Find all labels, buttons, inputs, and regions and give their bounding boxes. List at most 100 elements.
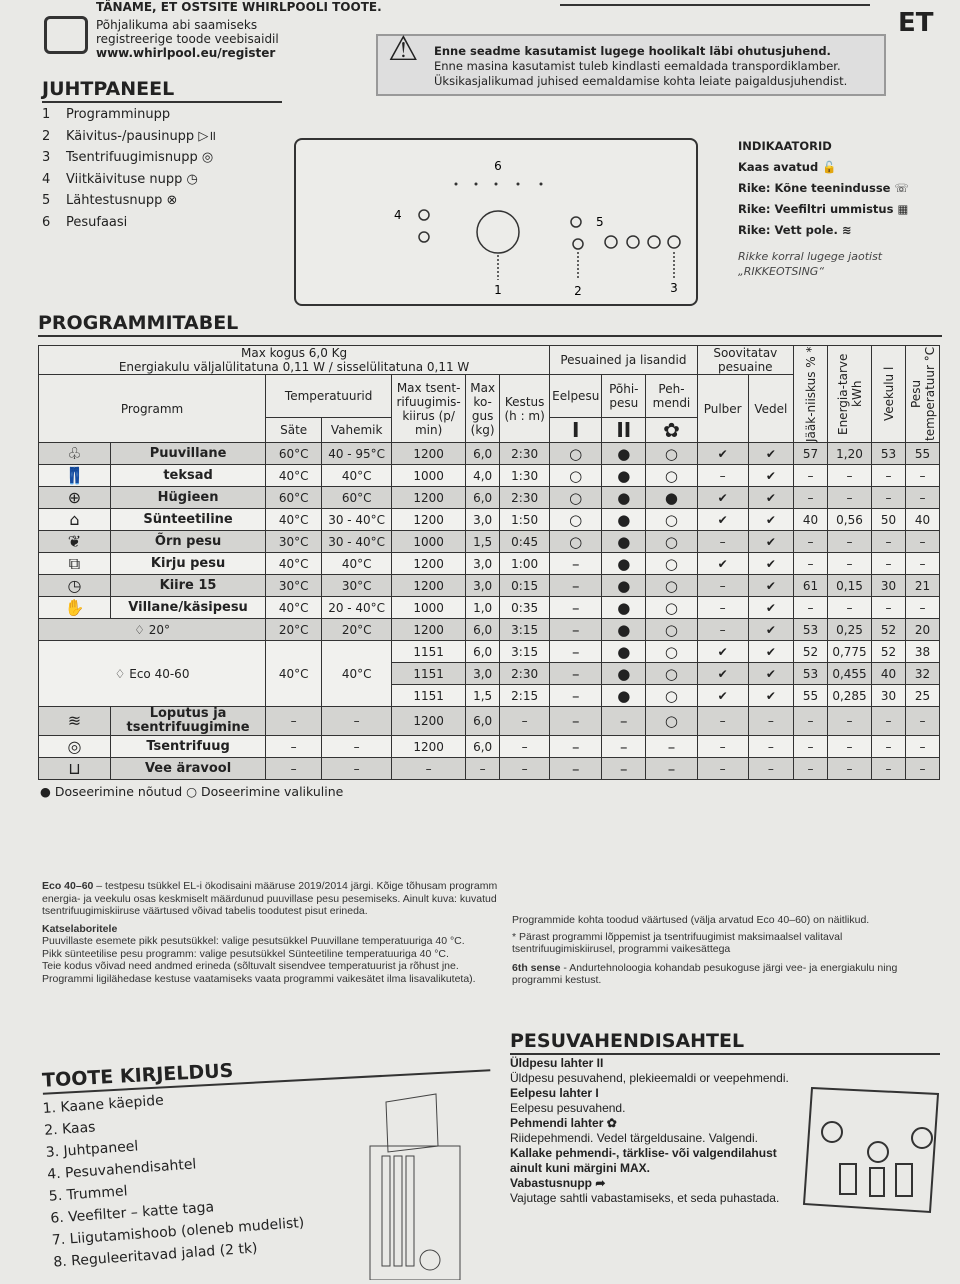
table-cell: 61 [793,574,828,597]
table-cell: ○ [645,640,698,663]
control-panel-drawing: 1 2 3 4 5 6 [394,159,681,298]
drawer-release-text: Vajutage sahtli vabastamiseks, et seda p… [510,1191,780,1205]
table-cell: – [871,735,906,758]
table-cell: – [793,757,828,780]
sense-text: - Andurtehnoloogia kohandab pesukoguse j… [512,961,898,987]
item-label: Pesufaasi [66,214,128,230]
table-cell: 60°C [265,486,323,509]
table-cell: Vahemik [321,417,393,443]
drawer-soft-text: Riidepehmendi. Vedel tärgeldusaine. Valg… [510,1131,758,1145]
table-cell: – [549,735,603,758]
table-cell: 0:35 [499,596,551,619]
table-cell: 40°C [321,464,393,487]
table-cell: 6,0 [465,640,501,663]
thanks-heading: TÄNAME, ET OSTSITE WHIRLPOOLI TOOTE. [96,0,382,14]
table-header: Energia-tarve kWh [827,345,872,443]
table-cell: – [321,757,393,780]
table-cell: 53 [793,662,828,685]
note: * Pärast programmi lõppemist ja tsentrif… [512,930,843,956]
table-cell: 6,0 [465,735,501,758]
table-cell: – [793,486,828,509]
table-cell: 1200 [391,735,467,758]
item-number: 4 [42,171,51,187]
table-cell: 6,0 [465,706,501,736]
program-name: Villane/käsipesu [109,596,267,619]
table-cell: 1200 [391,508,467,531]
table-cell: – [549,684,603,707]
table-cell: – [549,552,603,575]
table-cell: 3,0 [465,508,501,531]
table-cell: 53 [793,618,828,641]
program-name: Kiire 15 [109,574,267,597]
diagram-label: 5 [596,215,604,229]
header-text: Pesu temperatuur °C [908,346,937,442]
register-url[interactable]: www.whirlpool.eu/register [96,46,276,60]
drawer-pre-title: Eelpesu lahter I [510,1086,599,1100]
table-cell: Temperatuurid [265,373,393,419]
table-cell: – [871,464,906,487]
program-name: Õrn pesu [109,530,267,553]
table-row: ♢ Eco 40-60 40°C 40°C 1151 6,0 3:15– ● ○ ✔ ✔ 52 0,7… [37,640,940,707]
table-cell: 0,25 [827,618,872,641]
table-row: 1151 1,5 2:15– ● ○ ✔ ✔ 55 0,285 30 25 [39,684,940,707]
table-cell: – [601,706,647,736]
table-cell: Säte [265,417,323,443]
table-cell: – [696,574,749,597]
table-cell: – [549,574,603,597]
table-cell: 1000 [391,464,467,487]
table-cell: 1000 [391,530,467,553]
table-legend: ● Doseerimine nõutud ○ Doseerimine valik… [40,784,344,799]
program-cell: ♢ Eco 40-60 [37,640,267,707]
table-cell: – [549,757,603,780]
table-cell: I [549,417,603,443]
table-cell: 0,455 [827,662,872,685]
table-cell: ● [601,530,647,553]
table-cell: ● [601,508,647,531]
table-row: ✋ Villane/käsipesu 40°C 20 - 40°C 1000 1,0 0:3… [38,596,940,619]
table-cell: ✔ [696,442,749,465]
table-cell: ○ [549,508,603,531]
table-cell: 1200 [391,486,467,509]
program-name: teksad [109,464,267,487]
note: Programmide kohta toodud väärtused (välj… [512,914,870,926]
indicator-item: Kaas avatud 🔓 [738,160,837,174]
table-cell: 2:15 [499,684,551,707]
table-cell: Max ko-gus (kg) [465,374,501,443]
table-cell: II [601,417,647,443]
table-cell: ○ [645,618,698,641]
table-cell: 53 [871,442,906,465]
control-panel-item: 6 Pesufaasi [42,212,216,234]
table-cell: ✔ [747,640,795,663]
table-cell: – [465,757,501,780]
table-cell: – [645,735,698,758]
table-cell: ○ [645,464,698,487]
table-cell: – [871,757,906,780]
program-name: Puuvillane [109,442,267,465]
table-cell: – [827,735,872,758]
table-cell: 21 [905,574,940,597]
table-cell: 25 [905,684,940,707]
table-cell: ● [601,618,647,641]
table-cell: – [793,552,828,575]
table-cell: ○ [645,530,698,553]
table-cell: 40 [871,662,906,685]
table-cell: 55 [905,442,940,465]
table-cell: ✔ [747,574,795,597]
table-cell: – [265,706,323,736]
table-cell: – [499,706,551,736]
program-cell: ♢ 20° [37,618,267,641]
table-cell: – [905,706,940,736]
table-cell: 0,285 [827,684,872,707]
warning-triangle-icon: ⚠ [388,29,419,69]
load-header: Max kogus 6,0 Kg Energiakulu väljalülitat… [37,345,551,375]
table-cell: – [793,735,828,758]
table-row: 👖 teksad 40°C 40°C 1000 4,0 1:30 ○ ● ○ – ✔ – – – – [38,464,940,487]
table-cell: ✔ [747,486,795,509]
diagram-label: 3 [670,281,678,295]
table-cell: 1200 [391,552,467,575]
table-cell: Soovitatav pesuaine [696,345,795,375]
table-cell: 0,15 [827,574,872,597]
table-cell: 2:30 [499,442,551,465]
indicators: INDIKAATORID Kaas avatud 🔓 Rike: Kõne te… [738,136,909,279]
table-cell: 30 [871,684,906,707]
